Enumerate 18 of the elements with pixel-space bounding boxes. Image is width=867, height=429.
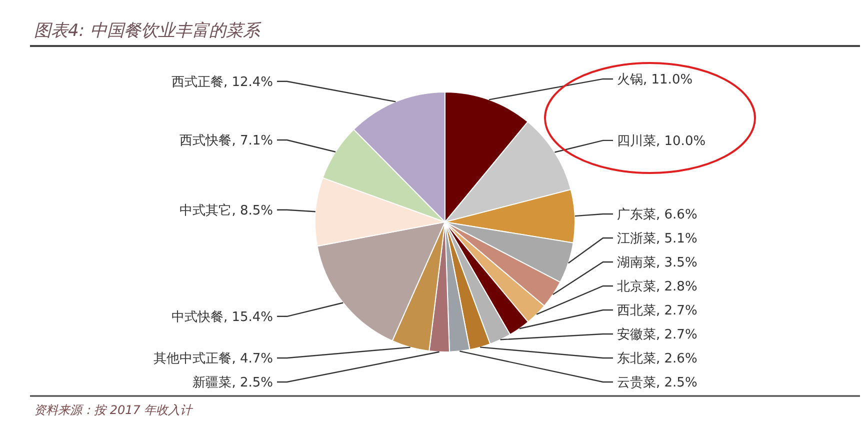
slice-label: 东北菜, 2.6% — [617, 352, 698, 367]
slice-label: 火锅, 11.0% — [617, 72, 693, 88]
slice-label: 西式快餐, 7.1% — [180, 134, 273, 149]
slice-label: 安徽菜, 2.7% — [617, 326, 698, 343]
slice-label: 广东菜, 6.6% — [617, 208, 698, 223]
slice-label: 北京菜, 2.8% — [617, 280, 698, 295]
slice-label: 西北菜, 2.7% — [617, 304, 698, 319]
chart-title: 图表4: 中国餐饮业丰富的菜系 — [34, 21, 262, 41]
slice-label: 中式其它, 8.5% — [180, 202, 273, 218]
slice-label: 四川菜, 10.0% — [617, 134, 706, 149]
slice-label: 其他中式正餐, 4.7% — [154, 352, 273, 367]
slice-label: 西式正餐, 12.4% — [171, 74, 273, 90]
slice-label: 云贵菜, 2.5% — [617, 376, 698, 391]
slice-label: 江浙菜, 5.1% — [617, 232, 698, 247]
text: 资料来源：按 2017 年收入计 — [34, 403, 194, 417]
slice-label: 新疆菜, 2.5% — [192, 376, 273, 391]
slice-label: 中式快餐, 15.4% — [171, 310, 273, 325]
slice-label: 湖南菜, 3.5% — [617, 256, 698, 271]
